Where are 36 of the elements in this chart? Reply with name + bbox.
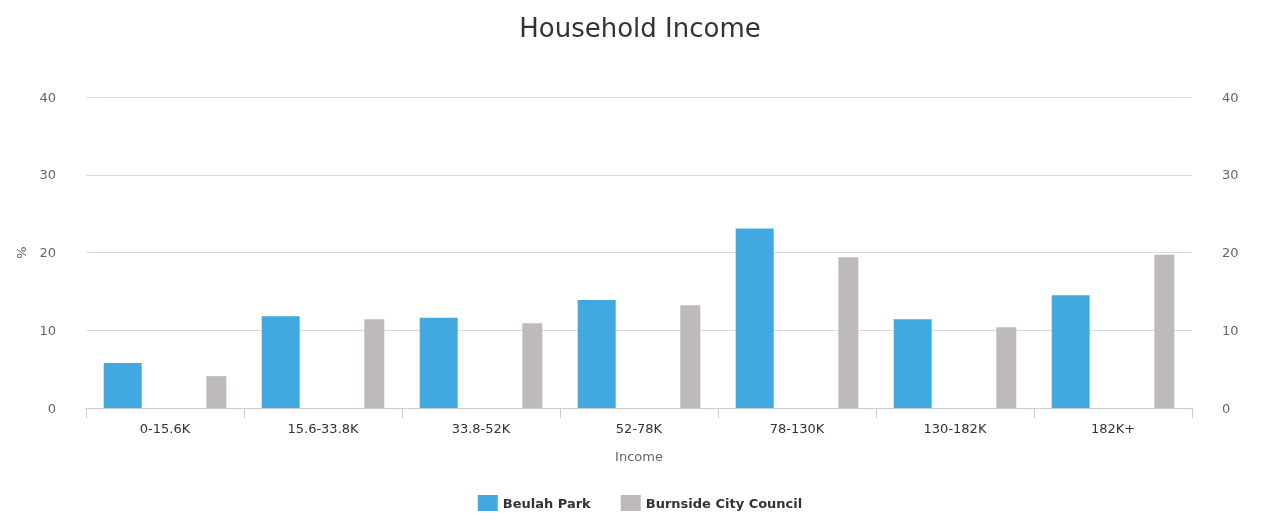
bar	[103, 362, 142, 408]
legend-label: Burnside City Council	[645, 495, 803, 511]
bar	[893, 319, 932, 408]
x-tick-label: 182K+	[1090, 421, 1136, 436]
y-tick-label: 40	[39, 89, 56, 105]
x-tick-label: 130-182K	[923, 421, 987, 436]
bar	[1154, 254, 1175, 408]
y-tick-label: 0	[47, 400, 56, 416]
y2-tick-label: 0	[1222, 400, 1231, 416]
y2-tick-label: 30	[1222, 167, 1239, 183]
bar	[735, 228, 774, 408]
bar	[577, 299, 616, 408]
legend-label: Beulah Park	[502, 495, 592, 511]
y2-tick-label: 40	[1222, 89, 1239, 105]
y2-tick-label: 10	[1222, 322, 1239, 338]
y-tick-label: 20	[39, 245, 56, 260]
x-tick-label: 33.8-52K	[451, 421, 511, 436]
bar	[1051, 295, 1090, 408]
bar	[364, 319, 385, 408]
bar	[419, 317, 458, 408]
chart-title: Household Income	[519, 13, 761, 43]
y-axis-title: %	[14, 246, 29, 259]
bar	[996, 327, 1017, 408]
x-tick-label: 0-15.6K	[139, 421, 191, 436]
bar	[206, 376, 227, 408]
y-tick-label: 10	[39, 322, 56, 338]
bar	[680, 305, 701, 408]
x-axis-title: Income	[615, 449, 663, 464]
bar	[838, 257, 859, 408]
y-tick-label: 30	[39, 167, 56, 183]
y2-tick-label: 20	[1222, 245, 1239, 260]
bar	[261, 316, 300, 408]
x-tick-label: 15.6-33.8K	[287, 421, 360, 436]
x-tick-label: 52-78K	[615, 421, 663, 436]
x-tick-label: 78-130K	[769, 421, 825, 436]
bar	[522, 323, 543, 408]
